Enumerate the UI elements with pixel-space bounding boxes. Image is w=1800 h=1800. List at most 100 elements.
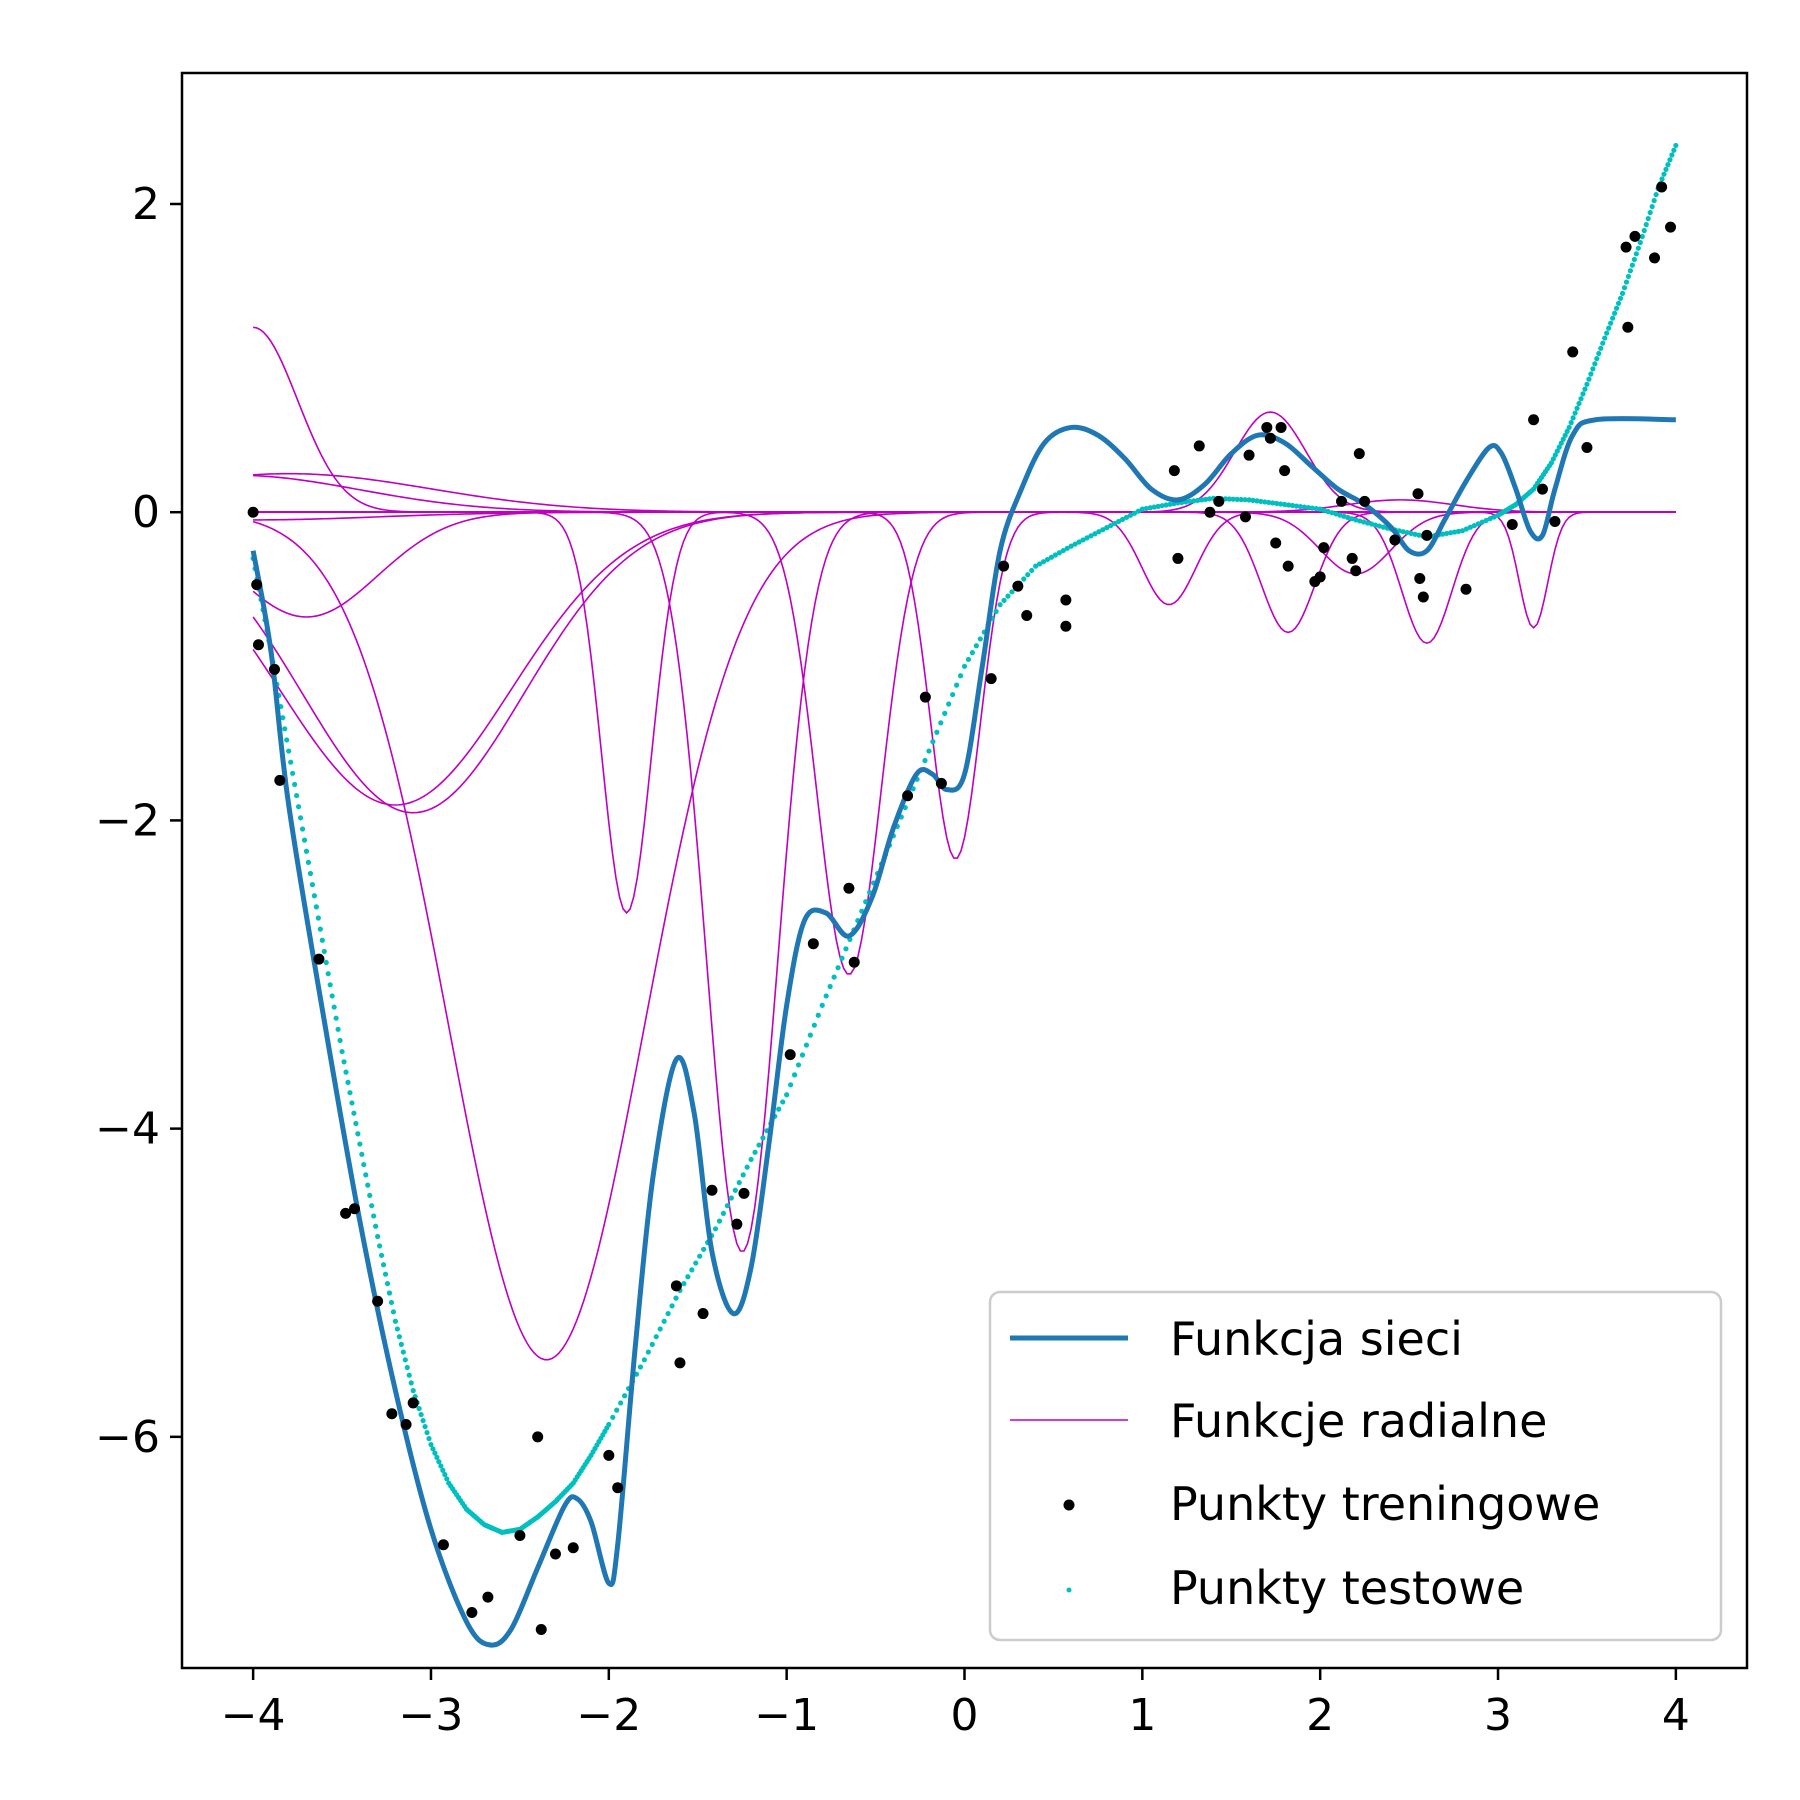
training-point: [400, 1419, 412, 1431]
test-point: [288, 759, 294, 765]
training-point: [1412, 488, 1424, 500]
test-point: [1167, 501, 1173, 507]
test-point: [375, 1233, 381, 1240]
test-point: [1606, 325, 1612, 331]
test-point: [1673, 142, 1679, 149]
test-point: [1649, 203, 1655, 210]
training-point: [919, 691, 931, 703]
test-point: [661, 1318, 667, 1324]
test-point: [1560, 436, 1566, 442]
training-point: [1012, 580, 1024, 592]
training-point: [985, 673, 997, 685]
test-point: [728, 1195, 734, 1201]
test-point: [1341, 513, 1347, 519]
test-point: [1554, 448, 1560, 454]
test-point: [347, 1090, 353, 1096]
test-point: [1558, 440, 1564, 446]
training-point: [1359, 495, 1371, 507]
test-point: [317, 926, 323, 932]
test-point: [1297, 503, 1304, 510]
training-point: [1414, 572, 1426, 584]
test-point: [1629, 262, 1635, 268]
test-point: [1254, 498, 1260, 504]
test-point: [1333, 511, 1339, 517]
y-tick-label: −6: [95, 1412, 160, 1463]
test-point: [724, 1203, 730, 1209]
test-point: [1613, 305, 1620, 311]
test-point: [1590, 366, 1596, 372]
test-point: [388, 1299, 395, 1306]
training-point: [1549, 515, 1561, 527]
test-point: [1076, 539, 1082, 545]
test-point: [282, 726, 288, 732]
test-point: [1096, 529, 1102, 535]
test-point: [377, 1243, 383, 1249]
test-point: [1641, 227, 1647, 234]
test-point: [1475, 521, 1481, 527]
test-point: [1483, 517, 1489, 524]
test-point: [1262, 499, 1268, 505]
test-point: [1246, 497, 1252, 503]
test-point: [418, 1411, 424, 1418]
test-point: [799, 1052, 806, 1058]
test-point: [286, 748, 292, 754]
test-point: [1361, 519, 1367, 525]
test-point: [1329, 510, 1335, 516]
test-point: [1005, 593, 1011, 599]
test-point: [430, 1446, 436, 1452]
test-point: [1444, 530, 1450, 537]
training-point: [1243, 449, 1255, 461]
test-point: [1293, 503, 1300, 509]
test-point: [351, 1110, 357, 1116]
test-point: [1592, 361, 1598, 367]
test-point: [280, 715, 286, 721]
test-point: [1064, 545, 1070, 551]
test-point: [1309, 505, 1315, 511]
test-point: [649, 1341, 655, 1347]
training-point: [998, 560, 1010, 572]
test-point: [426, 1435, 432, 1442]
test-point: [720, 1210, 727, 1216]
training-point: [603, 1449, 615, 1461]
test-point: [353, 1120, 359, 1127]
test-point: [1285, 502, 1292, 508]
training-point: [1172, 552, 1184, 564]
test-point: [1048, 554, 1055, 560]
training-point: [848, 956, 860, 968]
test-point: [1584, 381, 1590, 387]
training-point: [407, 1397, 419, 1409]
test-point: [1651, 197, 1657, 204]
test-point: [637, 1364, 644, 1370]
test-point: [382, 1271, 389, 1277]
test-point: [1372, 522, 1379, 528]
test-point: [1357, 518, 1363, 524]
test-point: [1479, 519, 1485, 525]
test-point: [1588, 371, 1594, 377]
test-point: [410, 1388, 416, 1394]
training-point: [1567, 346, 1579, 358]
test-point: [313, 904, 319, 910]
test-point: [1021, 576, 1027, 582]
test-point: [295, 804, 302, 810]
training-point: [1665, 221, 1677, 233]
test-point: [333, 1015, 339, 1021]
test-point: [402, 1357, 408, 1363]
test-point: [1451, 529, 1458, 535]
test-point: [1663, 166, 1669, 173]
test-point: [926, 748, 932, 754]
test-point: [1380, 524, 1387, 530]
test-point: [1270, 500, 1276, 506]
test-point: [321, 948, 327, 955]
test-point: [1088, 533, 1094, 539]
test-point: [1226, 496, 1232, 502]
test-point: [693, 1260, 699, 1266]
test-point: [614, 1407, 620, 1413]
test-point: [422, 1423, 428, 1430]
test-point: [1163, 502, 1169, 508]
test-point: [1604, 330, 1610, 336]
training-point: [567, 1542, 579, 1554]
test-point: [1612, 310, 1618, 316]
test-point: [776, 1106, 782, 1112]
y-tick-label: 2: [132, 179, 160, 230]
